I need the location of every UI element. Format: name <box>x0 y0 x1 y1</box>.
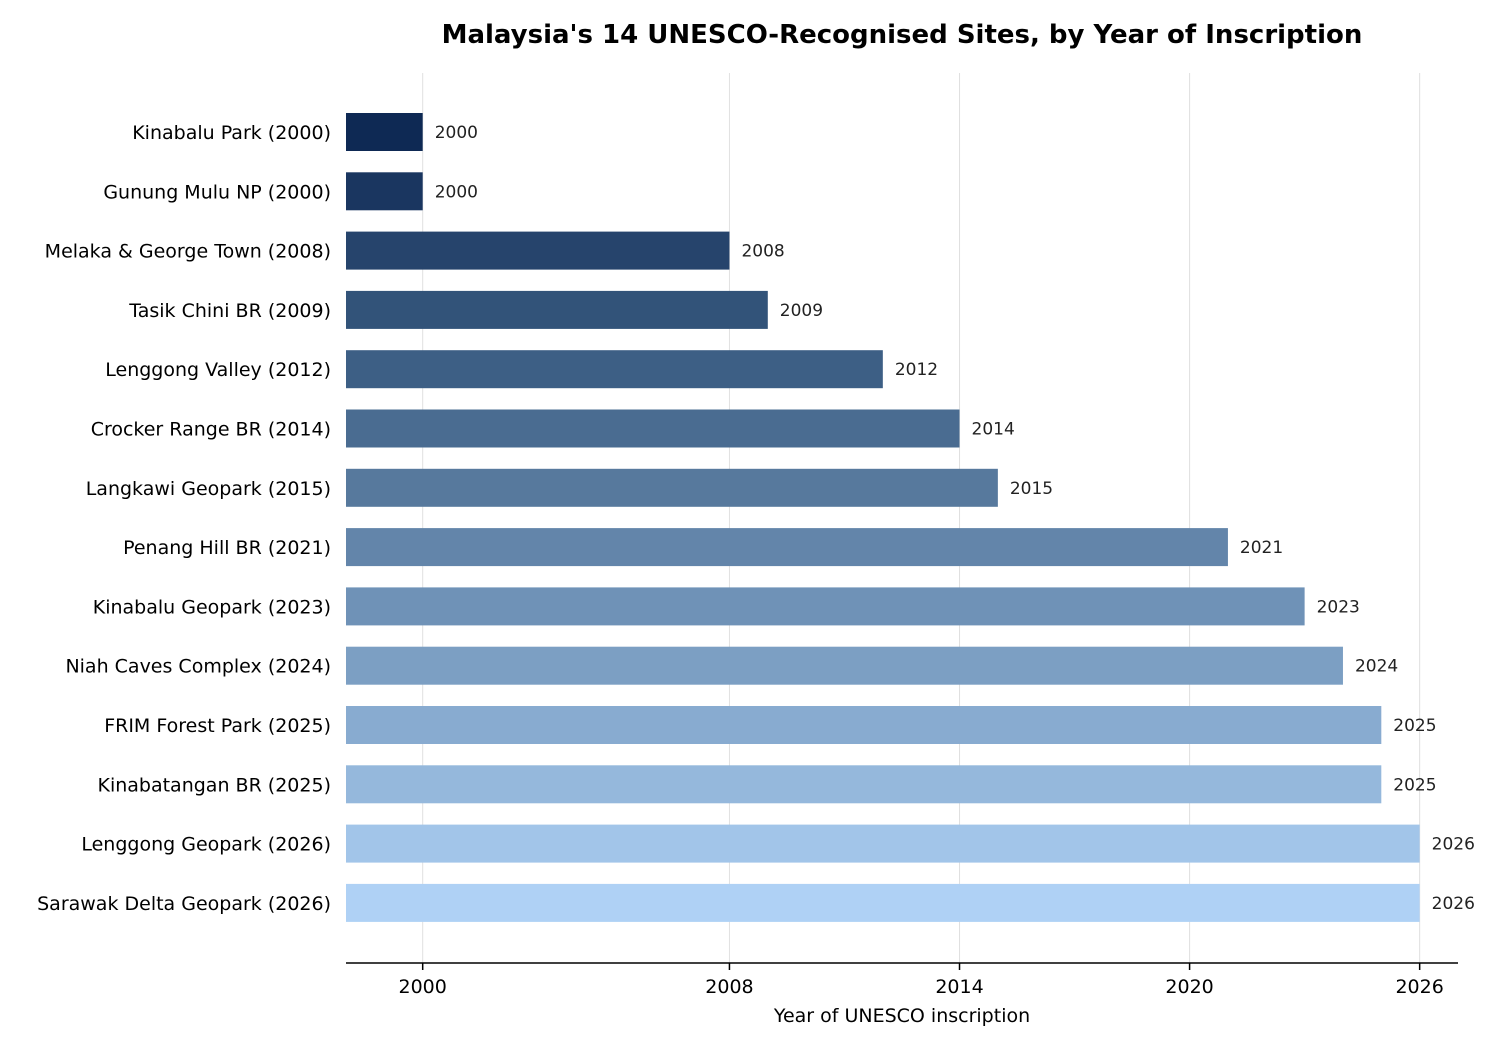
category-label-6: Langkawi Geopark (2015) <box>86 478 331 500</box>
category-labels: Kinabalu Park (2000) Gunung Mulu NP (2000… <box>37 122 331 915</box>
value-label-7: 2021 <box>1240 538 1283 558</box>
bar-0 <box>346 113 423 151</box>
bar-11 <box>346 765 1382 804</box>
category-label-8: Kinabalu Geopark (2023) <box>93 596 331 618</box>
value-label-12: 2026 <box>1432 835 1475 855</box>
value-label-4: 2012 <box>895 360 938 380</box>
bars <box>346 113 1420 922</box>
tick-label-2000: 2000 <box>399 976 447 998</box>
value-label-13: 2026 <box>1432 894 1475 914</box>
value-label-3: 2009 <box>780 301 823 321</box>
tick-label-2020: 2020 <box>1165 976 1213 998</box>
bar-8 <box>346 587 1305 626</box>
tick-label-2008: 2008 <box>705 976 753 998</box>
bar-2 <box>346 231 730 270</box>
bar-6 <box>346 468 998 507</box>
value-label-0: 2000 <box>435 123 478 143</box>
value-label-1: 2000 <box>435 182 478 202</box>
bar-13 <box>346 883 1420 922</box>
category-label-3: Tasik Chini BR (2009) <box>128 300 331 322</box>
category-label-0: Kinabalu Park (2000) <box>132 122 331 144</box>
category-label-7: Penang Hill BR (2021) <box>123 537 331 559</box>
bar-10 <box>346 706 1382 744</box>
value-label-8: 2023 <box>1317 597 1360 617</box>
x-axis-title: Year of UNESCO inscription <box>773 1005 1030 1027</box>
chart-title: Malaysia's 14 UNESCO-Recognised Sites, b… <box>442 20 1363 50</box>
category-label-12: Lenggong Geopark (2026) <box>81 834 331 856</box>
category-label-10: FRIM Forest Park (2025) <box>104 715 331 737</box>
bar-1 <box>346 172 423 211</box>
category-label-5: Crocker Range BR (2014) <box>91 419 331 441</box>
value-labels: 2000 2000 2008 2009 2012 2014 2015 2021 2023 2024… <box>435 123 1475 914</box>
category-label-9: Niah Caves Complex (2024) <box>65 656 331 678</box>
value-label-5: 2014 <box>972 420 1015 440</box>
value-label-6: 2015 <box>1010 479 1053 499</box>
tick-label-2014: 2014 <box>935 976 983 998</box>
category-label-11: Kinabatangan BR (2025) <box>97 774 331 796</box>
value-label-10: 2025 <box>1393 716 1436 736</box>
bar-12 <box>346 824 1420 863</box>
category-label-1: Gunung Mulu NP (2000) <box>103 181 331 203</box>
category-label-13: Sarawak Delta Geopark (2026) <box>37 893 331 915</box>
value-label-9: 2024 <box>1355 657 1398 677</box>
bar-5 <box>346 409 960 448</box>
x-axis-ticks: 2000 2008 2014 2020 2026 <box>399 963 1444 998</box>
gridlines <box>422 73 1421 963</box>
category-label-2: Melaka & George Town (2008) <box>45 241 331 263</box>
value-label-11: 2025 <box>1393 775 1436 795</box>
bar-7 <box>346 528 1228 567</box>
value-label-2: 2008 <box>741 242 784 262</box>
category-label-4: Lenggong Valley (2012) <box>105 359 331 381</box>
tick-label-2026: 2026 <box>1395 976 1443 998</box>
bar-4 <box>346 350 883 389</box>
bar-3 <box>346 290 768 329</box>
bar-9 <box>346 646 1343 685</box>
